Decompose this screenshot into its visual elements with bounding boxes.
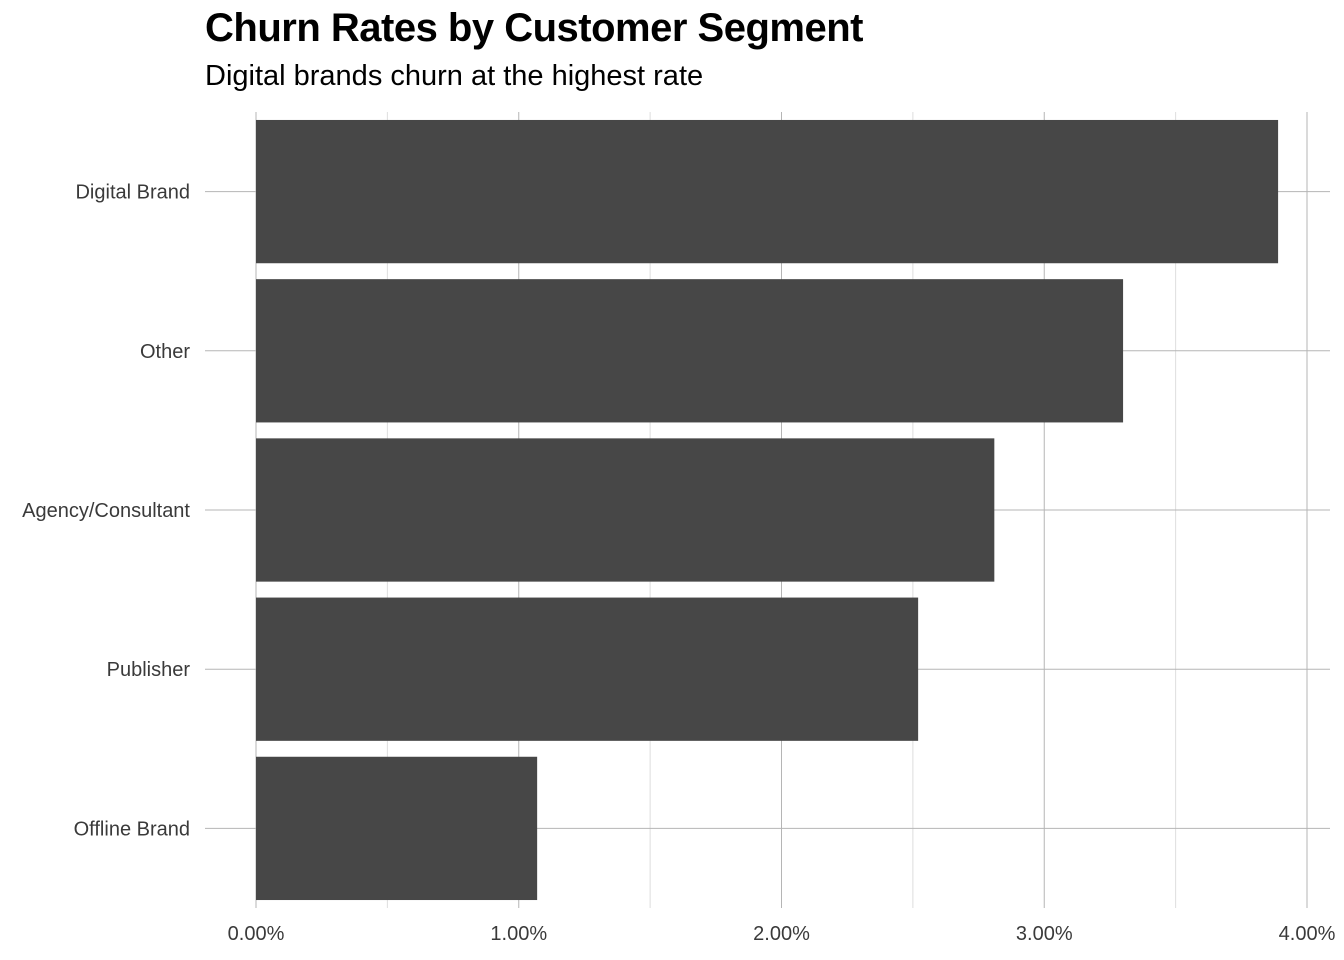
x-tick-label: 2.00% [753,923,810,945]
bars [256,119,1279,901]
x-tick-label: 1.00% [490,923,547,945]
x-axis-labels: 0.00% 1.00% 2.00% 3.00% 4.00% [228,923,1336,945]
bar [256,756,538,901]
y-tick-label: Other [140,341,190,363]
bar [256,119,1279,264]
y-tick-label: Agency/Consultant [22,500,190,522]
x-tick-label: 3.00% [1016,923,1073,945]
x-tick-label: 0.00% [228,923,285,945]
y-tick-label: Offline Brand [74,818,190,840]
y-tick-label: Digital Brand [75,182,190,204]
x-tick-label: 4.00% [1279,923,1336,945]
chart-subtitle: Digital brands churn at the highest rate [205,60,704,92]
bar [256,279,1124,423]
chart-title: Churn Rates by Customer Segment [205,6,863,50]
bar [256,597,919,741]
y-axis-labels: Digital Brand Other Agency/Consultant Publi… [22,182,190,841]
bar [256,438,995,582]
y-tick-label: Publisher [107,659,191,681]
